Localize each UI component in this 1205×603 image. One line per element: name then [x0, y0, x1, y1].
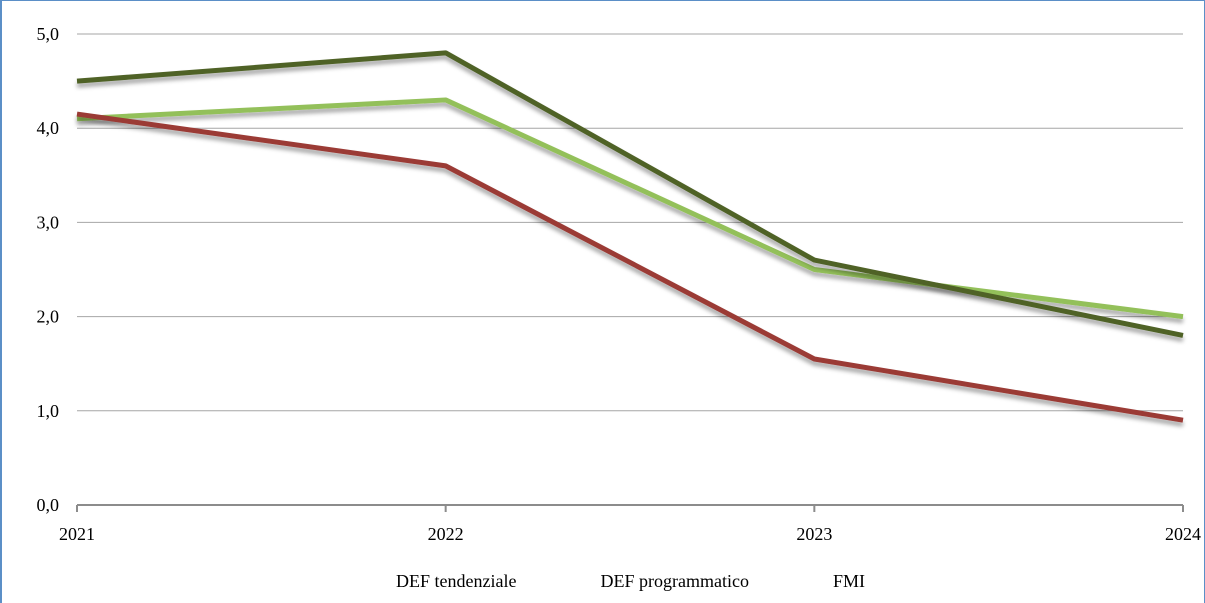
x-tick-label: 2021	[59, 524, 95, 544]
legend: DEF tendenziale DEF programmatico FMI	[340, 571, 865, 591]
series-lines	[76, 50, 1184, 423]
y-tick-label: 5,0	[37, 24, 60, 44]
x-tick-label: 2024	[1165, 524, 1201, 544]
y-tick-label: 2,0	[37, 307, 60, 327]
y-tick-label: 1,0	[37, 401, 60, 421]
axes: 0,0 1,0 2,0 3,0 4,0 5,0 2021 2022 2023 2024	[37, 24, 1202, 544]
y-tick-label: 4,0	[37, 118, 60, 138]
series-line-2	[76, 50, 1184, 338]
legend-label: FMI	[833, 571, 865, 591]
y-tick-label: 3,0	[37, 212, 60, 232]
x-tick-label: 2022	[428, 524, 464, 544]
x-tick-label: 2023	[796, 524, 832, 544]
series-line-1	[76, 97, 1184, 320]
series-line-3	[76, 111, 1184, 423]
legend-label: DEF tendenziale	[396, 571, 516, 591]
y-tick-label: 0,0	[37, 495, 60, 515]
legend-label: DEF programmatico	[600, 571, 748, 591]
gridlines	[77, 33, 1183, 412]
